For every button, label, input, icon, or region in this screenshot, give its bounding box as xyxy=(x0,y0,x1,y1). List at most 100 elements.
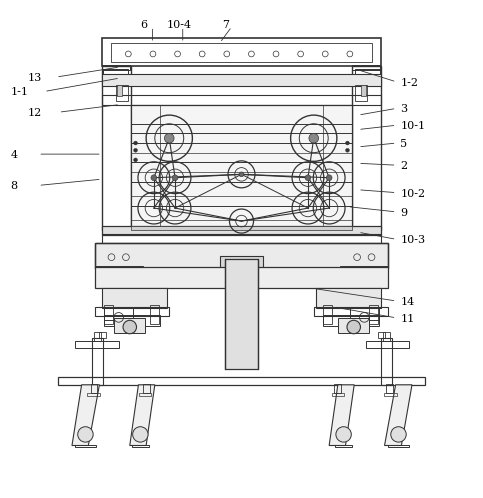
Bar xyxy=(102,234,381,243)
Bar xyxy=(102,287,167,308)
Circle shape xyxy=(134,148,138,152)
Bar xyxy=(369,305,378,324)
Bar xyxy=(87,392,100,396)
Bar xyxy=(350,307,379,320)
Bar xyxy=(104,315,159,326)
Text: 5: 5 xyxy=(400,139,408,149)
Bar xyxy=(114,318,145,333)
Text: 9: 9 xyxy=(400,208,408,218)
Bar xyxy=(95,267,388,288)
Text: 10-2: 10-2 xyxy=(400,189,426,199)
Text: 6: 6 xyxy=(141,20,147,30)
Circle shape xyxy=(134,158,138,162)
Bar xyxy=(103,69,128,75)
Bar xyxy=(58,377,425,385)
Bar xyxy=(95,266,143,271)
Text: 7: 7 xyxy=(222,20,229,30)
Bar xyxy=(314,307,388,316)
Bar xyxy=(104,305,113,324)
Circle shape xyxy=(305,175,311,181)
Circle shape xyxy=(309,133,319,143)
Text: 13: 13 xyxy=(27,73,42,83)
Bar xyxy=(131,105,352,230)
Bar xyxy=(95,243,388,268)
Bar xyxy=(102,38,381,66)
Bar xyxy=(220,256,263,268)
Bar xyxy=(94,332,101,342)
Bar xyxy=(223,267,260,277)
Circle shape xyxy=(326,175,332,181)
Circle shape xyxy=(345,148,349,152)
Bar xyxy=(352,65,380,70)
Bar xyxy=(324,305,332,324)
Text: 1-1: 1-1 xyxy=(10,88,28,98)
Text: 14: 14 xyxy=(400,297,415,307)
Bar xyxy=(381,338,392,385)
Bar xyxy=(383,332,390,342)
Circle shape xyxy=(123,320,137,334)
Text: 2: 2 xyxy=(400,161,408,171)
Bar xyxy=(139,392,152,396)
Text: 11: 11 xyxy=(400,314,415,324)
Bar xyxy=(335,445,352,447)
Circle shape xyxy=(151,175,157,181)
Bar xyxy=(378,332,385,338)
Text: 10-3: 10-3 xyxy=(400,236,426,246)
Bar xyxy=(386,384,393,393)
Text: 12: 12 xyxy=(27,108,42,118)
Circle shape xyxy=(133,427,148,442)
Circle shape xyxy=(391,427,406,442)
Bar xyxy=(361,85,366,96)
Polygon shape xyxy=(130,385,155,446)
Circle shape xyxy=(164,133,174,143)
Bar xyxy=(95,243,388,268)
Circle shape xyxy=(345,141,349,145)
Circle shape xyxy=(134,141,138,145)
Bar xyxy=(131,226,352,230)
Bar xyxy=(388,445,409,447)
Bar xyxy=(102,95,381,105)
Circle shape xyxy=(78,427,93,442)
Bar xyxy=(116,85,128,101)
Polygon shape xyxy=(72,385,99,446)
Bar xyxy=(338,318,369,333)
Bar xyxy=(104,307,133,320)
Circle shape xyxy=(239,172,244,177)
Bar xyxy=(355,69,380,75)
Bar xyxy=(340,266,388,271)
Polygon shape xyxy=(329,385,354,446)
Bar xyxy=(384,392,397,396)
Bar xyxy=(75,342,119,348)
Bar xyxy=(352,66,381,230)
Bar xyxy=(225,258,258,370)
Text: 3: 3 xyxy=(400,105,408,115)
Bar xyxy=(324,315,379,326)
Bar xyxy=(132,445,149,447)
Bar xyxy=(117,85,122,96)
Bar xyxy=(99,332,106,338)
Circle shape xyxy=(172,175,178,181)
Bar xyxy=(112,43,371,62)
Bar xyxy=(150,305,158,324)
Bar xyxy=(102,74,381,86)
Text: 4: 4 xyxy=(10,150,17,160)
Bar xyxy=(75,445,96,447)
Circle shape xyxy=(336,427,351,442)
Text: 10-4: 10-4 xyxy=(167,20,192,30)
Text: 10-1: 10-1 xyxy=(400,121,426,131)
Bar xyxy=(366,342,409,348)
Bar xyxy=(331,392,344,396)
Bar xyxy=(102,65,130,70)
Bar xyxy=(316,287,381,308)
Bar xyxy=(355,85,367,101)
Text: 1-2: 1-2 xyxy=(400,78,418,88)
Circle shape xyxy=(347,320,360,334)
Bar xyxy=(91,384,98,393)
Bar xyxy=(143,384,150,393)
Bar xyxy=(95,307,169,316)
Bar xyxy=(92,338,103,385)
Polygon shape xyxy=(384,385,412,446)
Bar xyxy=(102,66,131,230)
Text: 8: 8 xyxy=(10,181,17,191)
Bar xyxy=(102,226,381,235)
